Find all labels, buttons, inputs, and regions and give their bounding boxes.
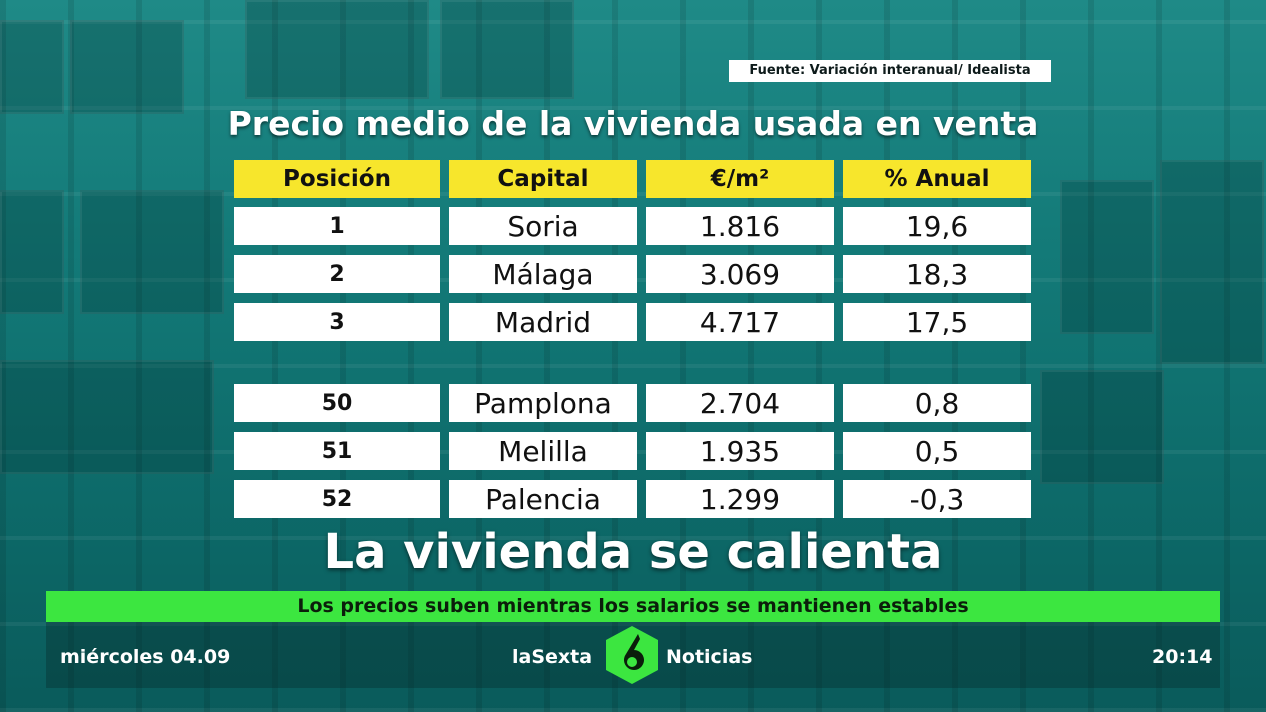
- channel-name: laSexta: [512, 646, 593, 668]
- table-row-price: 1.935: [646, 432, 834, 470]
- program-name: Noticias: [666, 646, 753, 668]
- table-row-pos: 51: [234, 432, 440, 470]
- table-row-capital: Palencia: [449, 480, 637, 518]
- table-row-capital: Málaga: [449, 255, 637, 293]
- broadcast-date: miércoles 04.09: [60, 646, 231, 668]
- header-capital: Capital: [449, 160, 637, 198]
- table-row-pos: 52: [234, 480, 440, 518]
- lasexta-6-logo-icon: [606, 626, 658, 684]
- table-row-capital: Madrid: [449, 303, 637, 341]
- news-ticker: Los precios suben mientras los salarios …: [46, 591, 1220, 622]
- graphic-title: Precio medio de la vivienda usada en ven…: [227, 104, 1039, 143]
- broadcast-time: 20:14: [1152, 646, 1213, 668]
- table-row-capital: Pamplona: [449, 384, 637, 422]
- table-row-price: 4.717: [646, 303, 834, 341]
- source-caption: Fuente: Variación interanual/ Idealista: [729, 60, 1051, 82]
- header-annual: % Anual: [843, 160, 1031, 198]
- header-posicion: Posición: [234, 160, 440, 198]
- table-row-annual: 19,6: [843, 207, 1031, 245]
- table-row-price: 1.816: [646, 207, 834, 245]
- table-row-pos: 2: [234, 255, 440, 293]
- table-row-annual: 18,3: [843, 255, 1031, 293]
- table-row-annual: 0,8: [843, 384, 1031, 422]
- table-row-annual: -0,3: [843, 480, 1031, 518]
- table-row-pos: 3: [234, 303, 440, 341]
- table-row-pos: 50: [234, 384, 440, 422]
- table-row-price: 2.704: [646, 384, 834, 422]
- table-row-price: 1.299: [646, 480, 834, 518]
- table-row-annual: 0,5: [843, 432, 1031, 470]
- table-row-capital: Melilla: [449, 432, 637, 470]
- table-row-capital: Soria: [449, 207, 637, 245]
- table-row-price: 3.069: [646, 255, 834, 293]
- table-row-pos: 1: [234, 207, 440, 245]
- header-price: €/m²: [646, 160, 834, 198]
- table-row-annual: 17,5: [843, 303, 1031, 341]
- news-headline: La vivienda se calienta: [323, 524, 943, 580]
